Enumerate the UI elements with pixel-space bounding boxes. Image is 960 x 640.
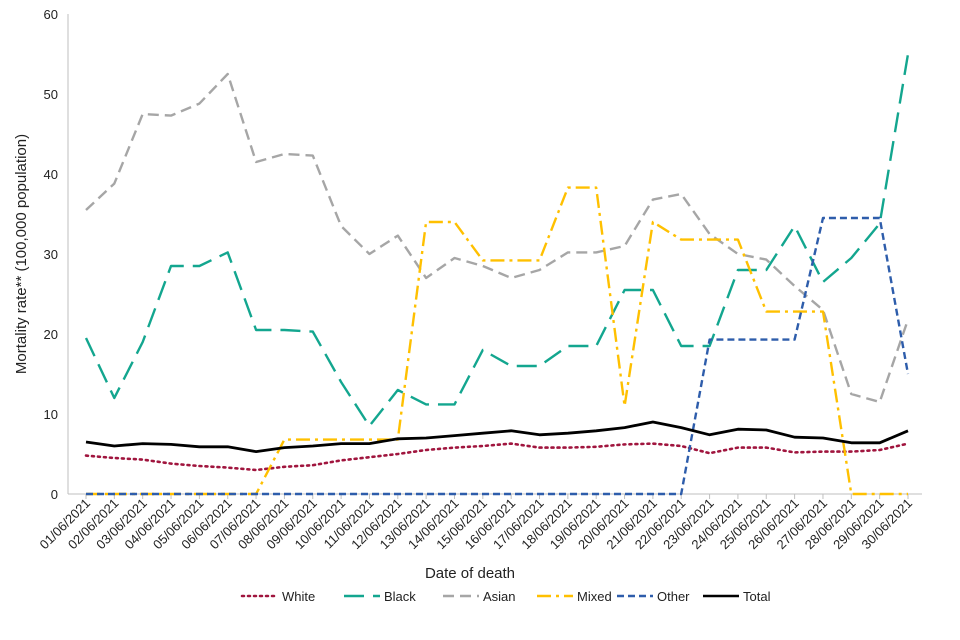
series-line-other (86, 216, 910, 496)
series-line-black (84, 53, 910, 428)
legend-label-asian: Asian (483, 589, 516, 604)
y-tick-label: 50 (44, 87, 58, 102)
y-tick-label: 0 (51, 487, 58, 502)
legend: White Black Asian Mixed Other Total (240, 589, 771, 604)
x-axis-title: Date of death (425, 565, 515, 582)
series-line-total (85, 420, 909, 454)
y-tick-label: 20 (44, 327, 58, 342)
legend-label-mixed: Mixed (577, 589, 612, 604)
y-tick-label: 40 (44, 167, 58, 182)
series-line-asian (85, 72, 910, 404)
series-line-white (84, 442, 910, 472)
y-axis-ticks: 0 10 20 30 40 50 60 (44, 7, 58, 502)
legend-label-other: Other (657, 589, 690, 604)
y-axis-title: Mortality rate** (100,000 population) (13, 134, 30, 374)
y-tick-label: 30 (44, 247, 58, 262)
series-layer (84, 53, 910, 496)
y-tick-label: 60 (44, 7, 58, 22)
y-tick-label: 10 (44, 407, 58, 422)
x-axis-ticks: 01/06/202102/06/202103/06/202104/06/2021… (36, 494, 915, 552)
legend-label-total: Total (743, 589, 771, 604)
legend-label-black: Black (384, 589, 416, 604)
legend-label-white: White (282, 589, 315, 604)
